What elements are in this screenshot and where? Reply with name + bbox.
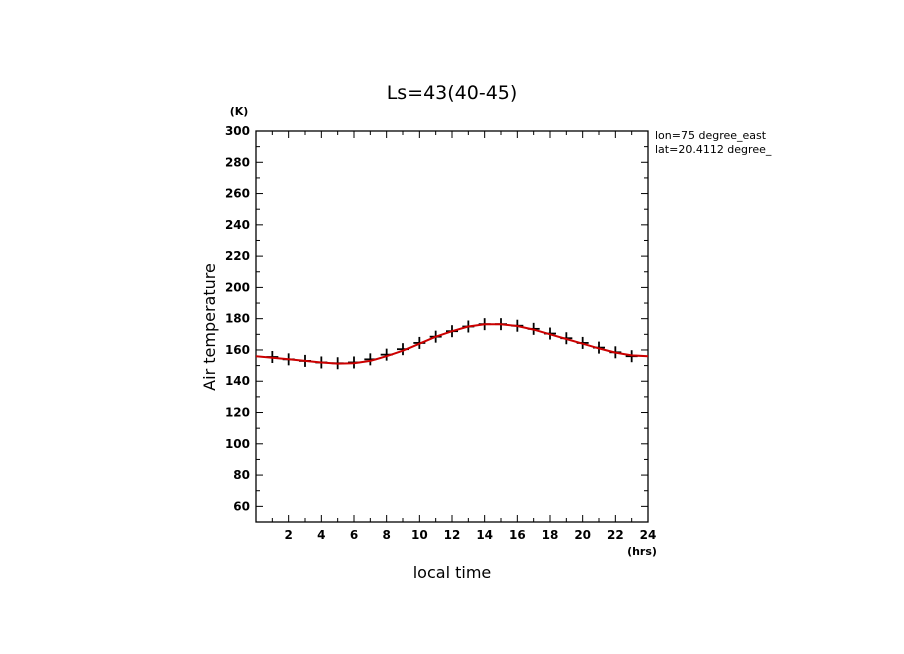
x-tick-label: 10: [411, 528, 428, 542]
x-tick-label: 6: [350, 528, 358, 542]
y-tick-label: 180: [225, 312, 250, 326]
x-tick-label: 8: [382, 528, 390, 542]
y-tick-label: 100: [225, 437, 250, 451]
y-tick-label: 60: [233, 499, 250, 513]
y-tick-label: 120: [225, 406, 250, 420]
x-tick-label: 24: [640, 528, 657, 542]
y-tick-label: 220: [225, 249, 250, 263]
y-tick-label: 160: [225, 343, 250, 357]
x-axis-label: local time: [413, 563, 492, 582]
y-tick-label: 300: [225, 124, 250, 138]
y-tick-label: 200: [225, 280, 250, 294]
x-tick-label: 14: [476, 528, 493, 542]
tick-labels: 2 4 6 8 10 12 14 16 18 20 22 2460801001201401601802…: [225, 124, 656, 542]
chart-title: Ls=43(40-45): [387, 82, 518, 104]
x-tick-label: 12: [444, 528, 461, 542]
series-1-line: [255, 323, 649, 365]
y-tick-label: 240: [225, 218, 250, 232]
y-tick-label: 260: [225, 187, 250, 201]
annotation-lat: lat=20.4112 degree_: [655, 143, 772, 156]
x-tick-label: 16: [509, 528, 526, 542]
x-tick-label: 2: [284, 528, 292, 542]
x-unit-label: (hrs): [627, 545, 657, 558]
x-tick-label: 22: [607, 528, 624, 542]
x-tick-label: 20: [574, 528, 591, 542]
data-layer: [255, 318, 649, 370]
y-tick-label: 80: [233, 468, 250, 482]
y-unit-label: (K): [230, 105, 249, 118]
y-axis-label: Air temperature: [200, 263, 219, 391]
y-tick-label: 280: [225, 155, 250, 169]
y-tick-label: 140: [225, 374, 250, 388]
annotation-lon: lon=75 degree_east: [655, 129, 767, 142]
x-tick-label: 4: [317, 528, 325, 542]
axes: [255, 130, 649, 523]
x-tick-label: 18: [542, 528, 559, 542]
